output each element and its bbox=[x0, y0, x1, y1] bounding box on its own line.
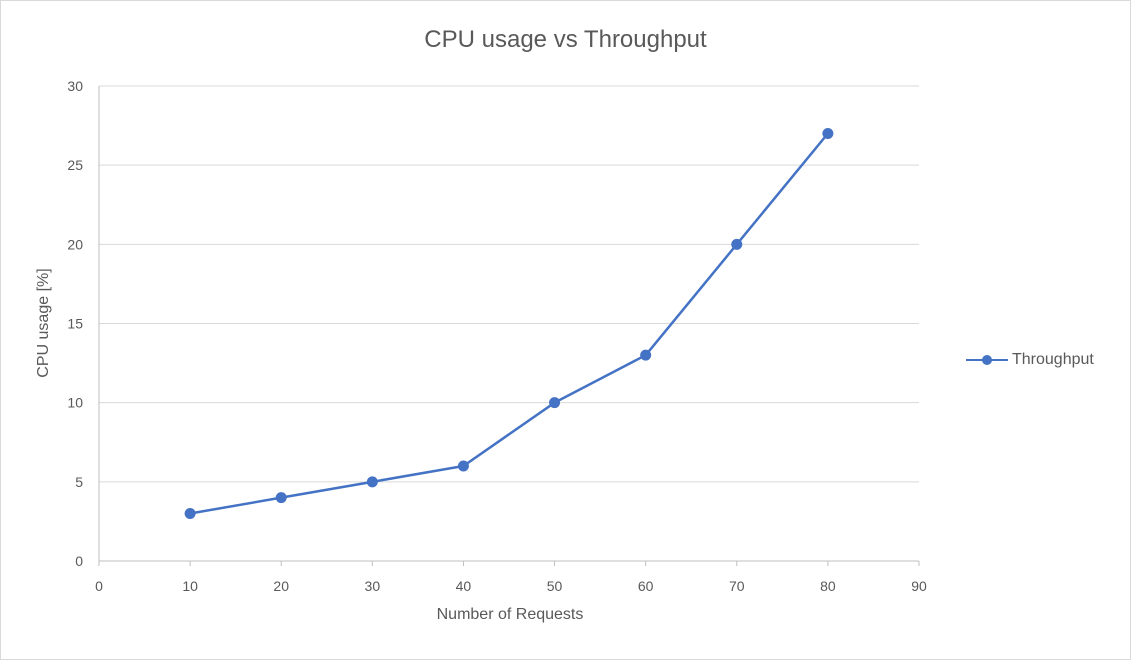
data-point-30 bbox=[366, 476, 378, 488]
data-point-20 bbox=[275, 492, 287, 504]
legend: Throughput bbox=[966, 348, 1094, 372]
x-tick-label-60: 60 bbox=[638, 578, 654, 594]
x-tick-label-80: 80 bbox=[820, 578, 836, 594]
x-tick-label-0: 0 bbox=[95, 578, 103, 594]
x-tick-label-70: 70 bbox=[729, 578, 745, 594]
y-tick-label-30: 30 bbox=[67, 78, 83, 94]
x-tick-label-30: 30 bbox=[365, 578, 381, 594]
data-point-50 bbox=[549, 397, 561, 409]
legend-label-throughput: Throughput bbox=[1012, 351, 1094, 368]
y-tick-label-20: 20 bbox=[67, 236, 83, 252]
x-tick-label-10: 10 bbox=[182, 578, 198, 594]
y-tick-label-25: 25 bbox=[67, 157, 83, 173]
y-tick-label-10: 10 bbox=[67, 395, 83, 411]
legend-marker bbox=[982, 355, 992, 365]
chart-title: CPU usage vs Throughput bbox=[424, 26, 707, 53]
x-tick-label-90: 90 bbox=[911, 578, 927, 594]
x-axis-title: Number of Requests bbox=[436, 606, 584, 623]
x-tick-label-20: 20 bbox=[273, 578, 289, 594]
y-tick-label-0: 0 bbox=[75, 553, 83, 569]
data-point-70 bbox=[731, 238, 743, 250]
data-point-60 bbox=[640, 349, 652, 361]
y-tick-label-15: 15 bbox=[67, 316, 83, 332]
y-tick-label-5: 5 bbox=[75, 474, 83, 490]
data-point-80 bbox=[822, 128, 834, 139]
series-line-0 bbox=[189, 132, 829, 515]
data-point-10 bbox=[184, 508, 196, 519]
x-tick-label-50: 50 bbox=[547, 578, 563, 594]
data-point-40 bbox=[457, 460, 469, 472]
y-axis-title: CPU usage [%] bbox=[35, 268, 52, 378]
x-tick-label-40: 40 bbox=[456, 578, 472, 594]
legend-swatch bbox=[966, 348, 1008, 372]
